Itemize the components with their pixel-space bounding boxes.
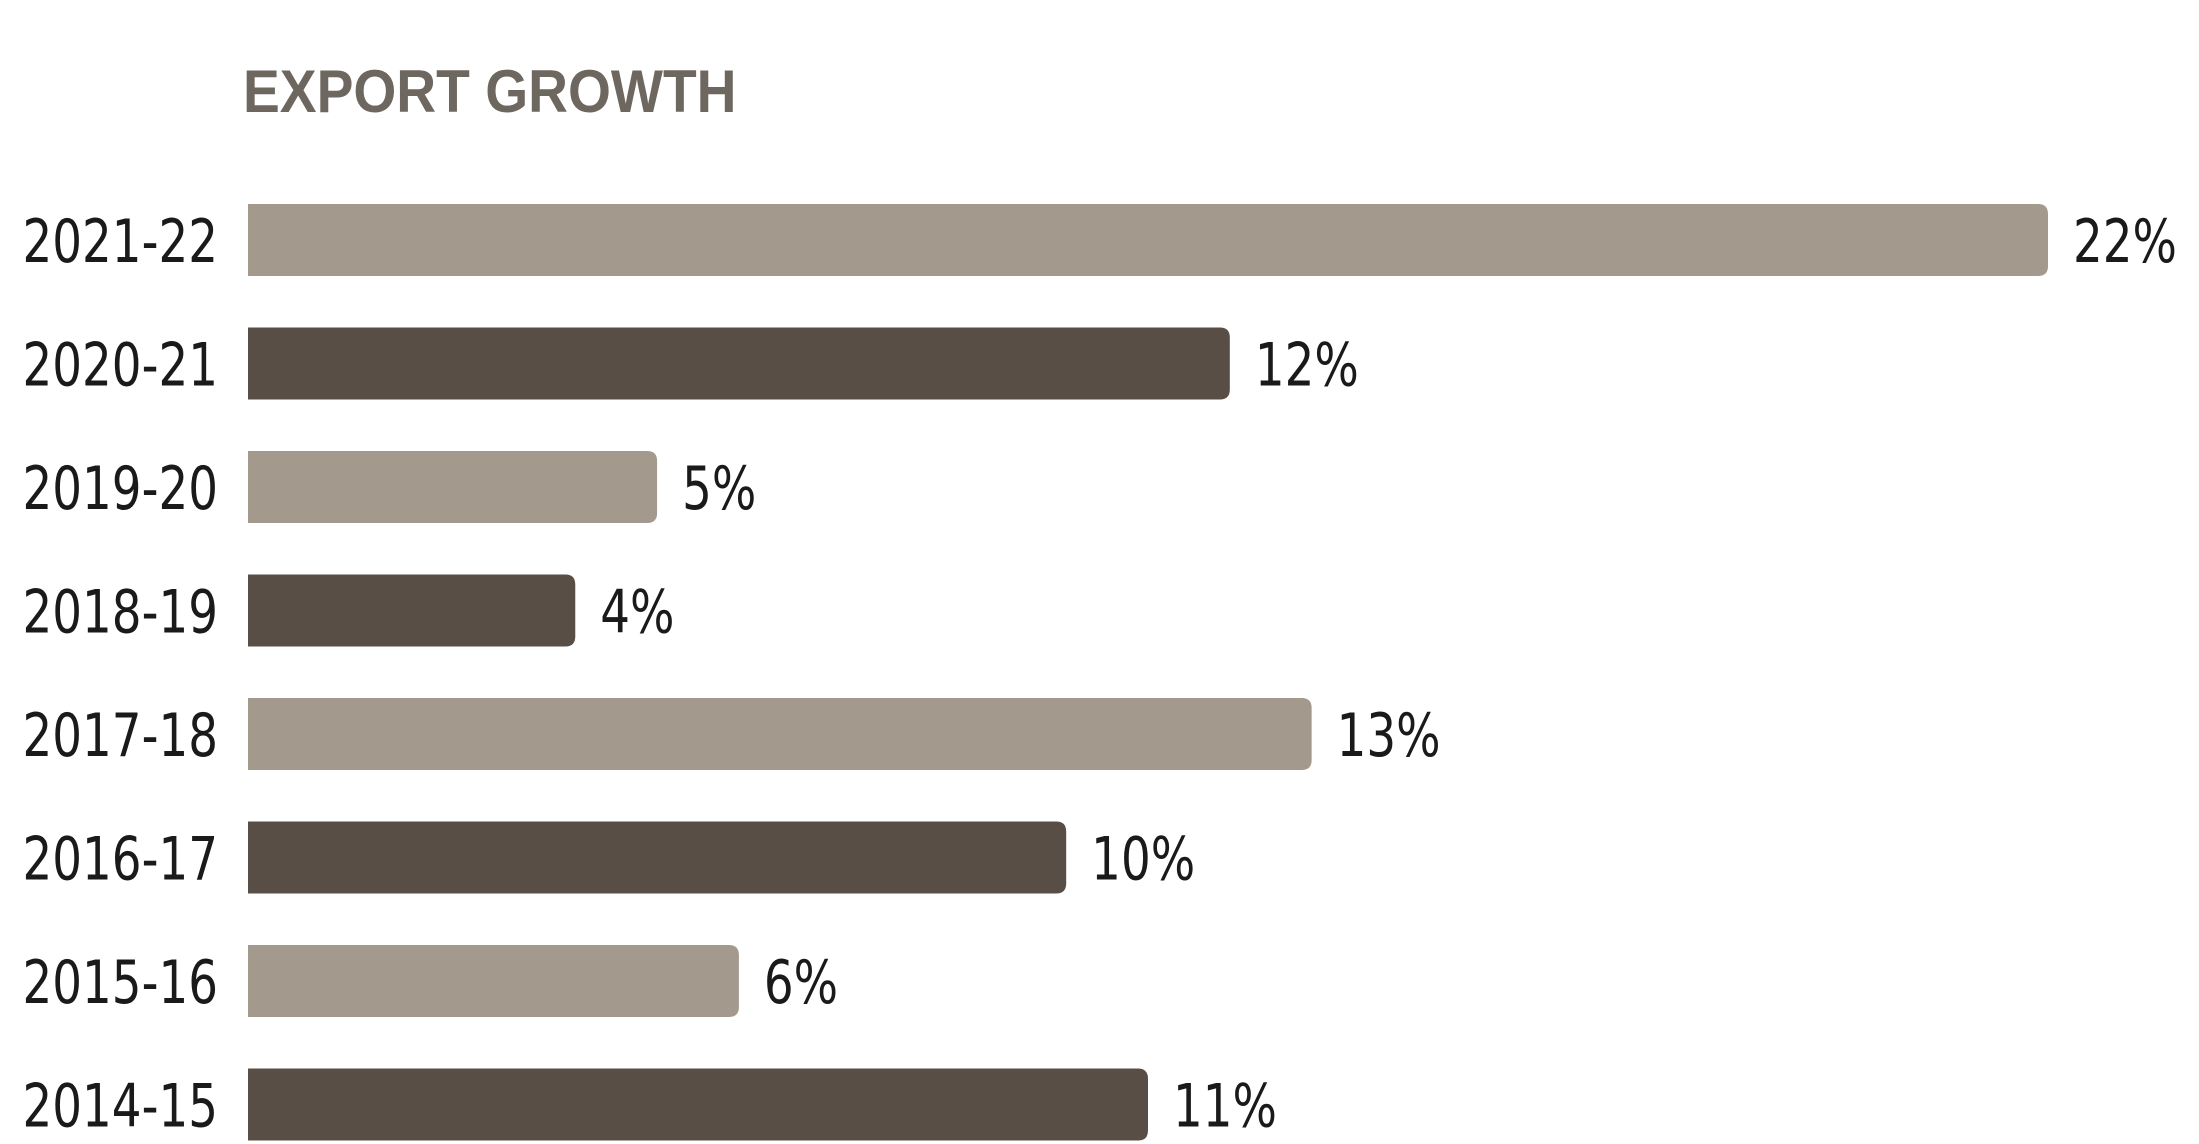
category-labels: 2021-22 2020-21 2019-20 2018-19 2017-18 2016-… — [22, 206, 218, 1141]
category-label-2020-21: 2020-21 — [22, 330, 218, 400]
category-label-2015-16: 2015-16 — [22, 947, 218, 1017]
bar-2020-21 — [248, 327, 1230, 400]
value-label-2018-19: 4% — [600, 577, 674, 647]
bar-2019-20 — [248, 451, 658, 523]
value-labels: 22% 12% 5%4% 13% 10% 6% 11% — [600, 206, 2177, 1141]
value-label-2021-22: 22% — [2073, 206, 2177, 276]
value-label-2015-16: 6% — [764, 947, 838, 1017]
category-label-2016-17: 2016-17 — [22, 824, 218, 894]
value-label-2017-18: 13% — [1337, 700, 1441, 770]
bar-2021-22 — [248, 204, 2048, 276]
bar-2016-17 — [248, 821, 1067, 894]
category-label-2019-20: 2019-20 — [22, 453, 218, 523]
bar-2015-16 — [248, 945, 739, 1017]
category-label-2014-15: 2014-15 — [22, 1071, 218, 1141]
chart-title: EXPORT GROWTH — [243, 59, 737, 126]
category-label-2017-18: 2017-18 — [22, 700, 218, 770]
value-label-2019-20: 5% — [682, 453, 756, 523]
bar-2014-15 — [248, 1068, 1148, 1141]
value-label-2014-15: 11% — [1173, 1071, 1277, 1141]
bars-layer — [248, 204, 2048, 1141]
category-label-2018-19: 2018-19 — [22, 577, 218, 647]
value-label-2016-17: 10% — [1091, 824, 1195, 894]
bar-2017-18 — [248, 698, 1312, 770]
category-label-2021-22: 2021-22 — [22, 206, 218, 276]
bar-2018-19 — [248, 574, 576, 647]
value-label-2020-21: 12% — [1255, 330, 1359, 400]
